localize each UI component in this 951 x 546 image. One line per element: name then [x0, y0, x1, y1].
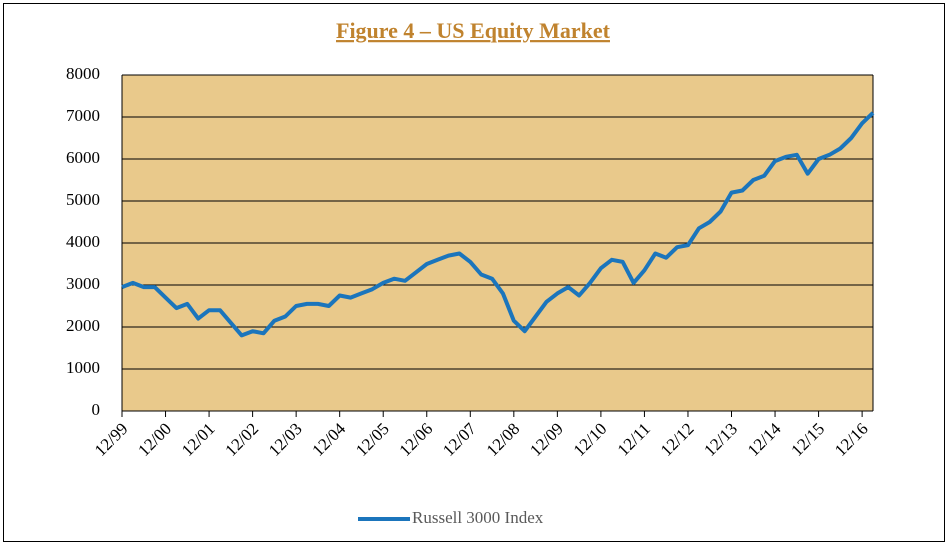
series-line [121, 111, 875, 338]
y-tick-label: 0 [92, 400, 101, 419]
y-tick-label: 2000 [66, 316, 100, 335]
y-tick-label: 6000 [66, 148, 100, 167]
y-tick-label: 1000 [66, 358, 100, 377]
y-tick-label: 5000 [66, 190, 100, 209]
y-tick-label: 4000 [66, 232, 100, 251]
chart-title: Figure 4 – US Equity Market [336, 18, 611, 43]
y-tick-label: 8000 [66, 64, 100, 83]
y-tick-label: 3000 [66, 274, 100, 293]
legend-label: Russell 3000 Index [412, 508, 544, 527]
y-tick-label: 7000 [66, 106, 100, 125]
